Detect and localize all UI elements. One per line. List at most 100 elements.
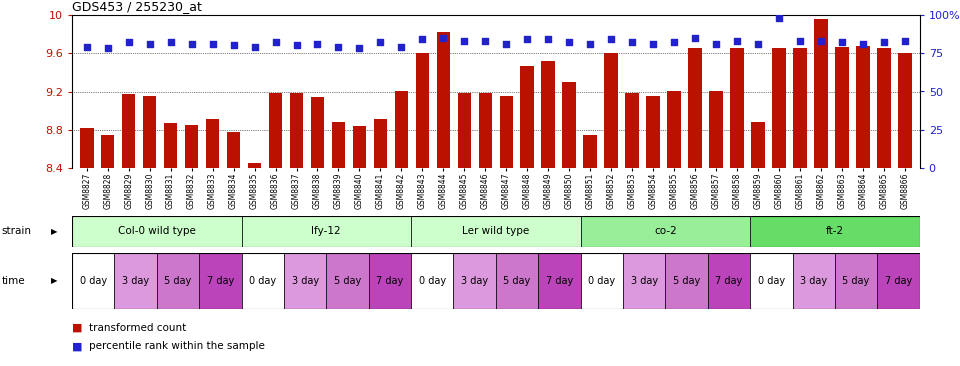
- Bar: [72, 216, 242, 247]
- Point: [268, 40, 283, 45]
- Point: [855, 41, 871, 47]
- Point: [708, 41, 724, 47]
- Text: Col-0 wild type: Col-0 wild type: [118, 227, 196, 236]
- Text: strain: strain: [2, 227, 32, 236]
- Point: [834, 40, 850, 45]
- Text: 5 day: 5 day: [673, 276, 700, 286]
- Bar: [688, 48, 702, 168]
- Text: 5 day: 5 day: [164, 276, 192, 286]
- Bar: [352, 126, 367, 168]
- Bar: [899, 53, 912, 168]
- Bar: [101, 135, 114, 168]
- Point: [876, 40, 892, 45]
- Bar: [499, 96, 514, 168]
- Bar: [581, 216, 750, 247]
- Point: [687, 35, 703, 41]
- Point: [372, 40, 388, 45]
- Bar: [814, 19, 828, 168]
- Bar: [623, 253, 665, 309]
- Point: [457, 38, 472, 44]
- Bar: [199, 253, 242, 309]
- Bar: [326, 253, 369, 309]
- Bar: [242, 216, 411, 247]
- Point: [142, 41, 157, 47]
- Bar: [708, 253, 750, 309]
- Point: [498, 41, 514, 47]
- Text: 7 day: 7 day: [715, 276, 743, 286]
- Text: Ler wild type: Ler wild type: [462, 227, 530, 236]
- Point: [540, 36, 556, 42]
- Point: [436, 35, 451, 41]
- Text: 7 day: 7 day: [885, 276, 912, 286]
- Text: 5 day: 5 day: [843, 276, 870, 286]
- Bar: [164, 123, 178, 168]
- Bar: [411, 216, 581, 247]
- Point: [79, 44, 94, 50]
- Bar: [284, 253, 326, 309]
- Point: [184, 41, 200, 47]
- Bar: [395, 92, 408, 168]
- Text: 7 day: 7 day: [206, 276, 234, 286]
- Bar: [205, 119, 220, 168]
- Point: [204, 41, 220, 47]
- Point: [519, 36, 535, 42]
- Bar: [80, 128, 93, 168]
- Text: 0 day: 0 day: [757, 276, 785, 286]
- Text: 7 day: 7 day: [376, 276, 403, 286]
- Bar: [539, 253, 581, 309]
- Bar: [625, 93, 639, 168]
- Bar: [269, 93, 282, 168]
- Bar: [793, 253, 835, 309]
- Text: GDS453 / 255230_at: GDS453 / 255230_at: [72, 0, 202, 14]
- Text: 0 day: 0 day: [588, 276, 615, 286]
- Bar: [709, 90, 723, 168]
- Text: 5 day: 5 day: [334, 276, 361, 286]
- Text: 3 day: 3 day: [631, 276, 658, 286]
- Point: [226, 42, 241, 48]
- Bar: [72, 253, 114, 309]
- Text: 3 day: 3 day: [292, 276, 319, 286]
- Point: [331, 44, 347, 50]
- Point: [247, 44, 262, 50]
- Bar: [646, 96, 660, 168]
- Bar: [856, 46, 870, 168]
- Bar: [581, 253, 623, 309]
- Point: [730, 38, 745, 44]
- Text: ▶: ▶: [51, 276, 58, 285]
- Text: 3 day: 3 day: [122, 276, 149, 286]
- Bar: [835, 253, 877, 309]
- Point: [163, 40, 179, 45]
- Bar: [750, 216, 920, 247]
- Bar: [416, 53, 429, 168]
- Bar: [667, 90, 681, 168]
- Text: 0 day: 0 day: [250, 276, 276, 286]
- Bar: [835, 47, 849, 168]
- Bar: [437, 32, 450, 168]
- Point: [562, 40, 577, 45]
- Bar: [750, 253, 793, 309]
- Point: [351, 45, 367, 51]
- Point: [772, 15, 787, 20]
- Bar: [793, 48, 807, 168]
- Point: [751, 41, 766, 47]
- Text: percentile rank within the sample: percentile rank within the sample: [89, 341, 265, 351]
- Bar: [605, 53, 618, 168]
- Bar: [411, 253, 453, 309]
- Bar: [877, 253, 920, 309]
- Bar: [114, 253, 156, 309]
- Point: [289, 42, 304, 48]
- Point: [415, 36, 430, 42]
- Bar: [122, 94, 135, 168]
- Text: 3 day: 3 day: [461, 276, 489, 286]
- Bar: [227, 132, 240, 168]
- Text: 0 day: 0 day: [80, 276, 107, 286]
- Point: [645, 41, 660, 47]
- Point: [604, 36, 619, 42]
- Bar: [496, 253, 539, 309]
- Text: 7 day: 7 day: [546, 276, 573, 286]
- Text: 3 day: 3 day: [800, 276, 828, 286]
- Point: [666, 40, 682, 45]
- Bar: [541, 61, 555, 168]
- Text: co-2: co-2: [654, 227, 677, 236]
- Bar: [143, 96, 156, 168]
